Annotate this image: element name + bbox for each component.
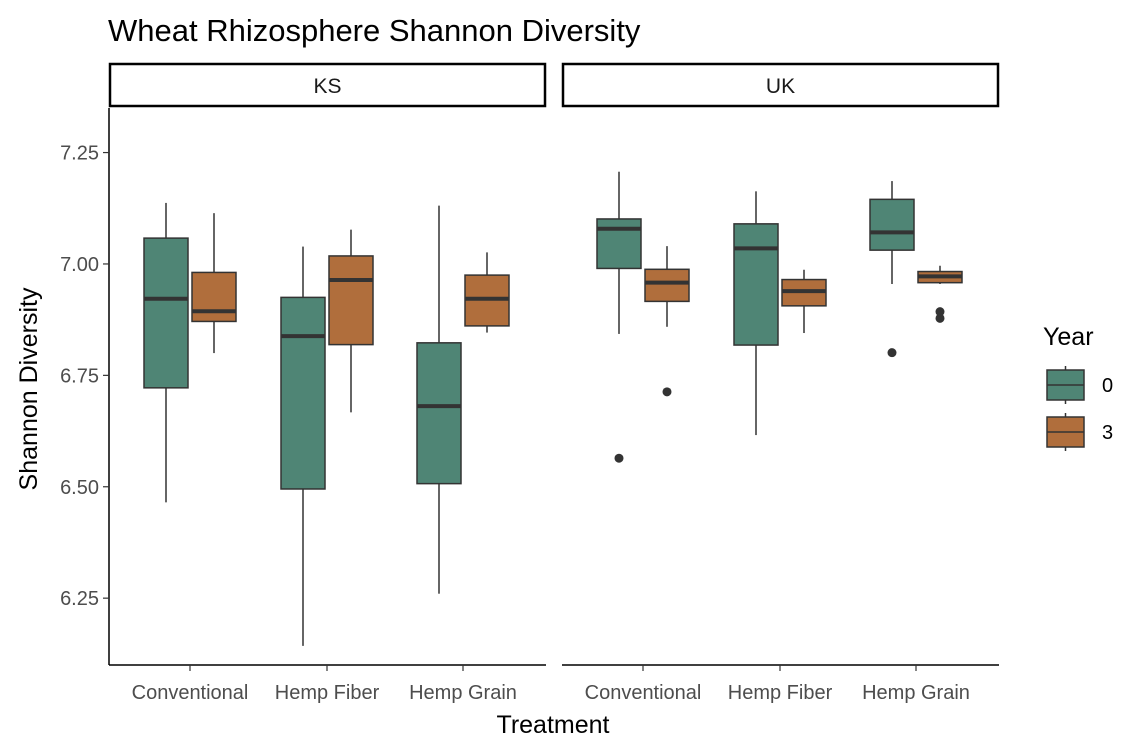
y-tick-label: 6.75 (60, 365, 99, 387)
box-uk-hemp-grain-year-0 (869, 181, 915, 358)
box-ks-hemp-grain-year-3 (464, 252, 510, 333)
legend: Year 0 3 (1043, 323, 1113, 451)
chart-title: Wheat Rhizosphere Shannon Diversity (108, 13, 641, 48)
outlier-point (662, 387, 672, 397)
outlier-point (935, 313, 945, 323)
box-ks-conventional-year-3 (191, 213, 237, 354)
outlier-point (614, 453, 624, 463)
box-uk-hemp-fiber-year-3 (781, 269, 827, 334)
facet-strip-ks (108, 62, 547, 108)
box-uk-conventional-year-3 (644, 246, 690, 397)
x-tick-label: Hemp Grain (409, 682, 517, 704)
outlier-point (935, 307, 945, 317)
box-iqr (644, 268, 690, 303)
x-tick-label: Hemp Fiber (728, 682, 833, 704)
facet-strip-uk (561, 62, 1000, 108)
box-ks-hemp-grain-year-0 (416, 205, 462, 594)
legend-title: Year (1043, 323, 1094, 351)
box-iqr (733, 223, 779, 346)
x-tick-label: Conventional (585, 682, 702, 704)
plot-area: KS UK 6.25 6.50 6.75 7.00 7.25 Conventional Hemp… (60, 62, 1000, 704)
box-uk-conventional-year-0 (596, 171, 642, 463)
box-uk-hemp-fiber-year-0 (733, 191, 779, 436)
box-uk-hemp-grain-year-3 (917, 265, 963, 323)
legend-key-0 (1046, 366, 1085, 404)
facet-label: KS (313, 75, 341, 98)
x-tick-label: Conventional (132, 682, 249, 704)
y-axis-title: Shannon Diversity (15, 287, 43, 490)
box-iqr (280, 296, 326, 490)
y-tick-label: 7.25 (60, 143, 99, 165)
outlier-point (887, 348, 897, 358)
x-tick-label: Hemp Grain (862, 682, 970, 704)
box-ks-hemp-fiber-year-0 (280, 246, 326, 646)
legend-label: 3 (1102, 422, 1113, 444)
box-iqr (143, 237, 189, 389)
x-tick-label: Hemp Fiber (275, 682, 380, 704)
legend-key-3 (1046, 413, 1085, 451)
x-axis-title: Treatment (496, 711, 609, 739)
box-ks-hemp-fiber-year-3 (328, 229, 374, 413)
y-tick-label: 7.00 (60, 254, 99, 276)
box-iqr (416, 342, 462, 485)
box-iqr (596, 218, 642, 270)
y-tick-label: 6.25 (60, 588, 99, 610)
box-iqr (191, 271, 237, 323)
box-ks-conventional-year-0 (143, 202, 189, 503)
box-iqr (328, 255, 374, 346)
facet-label: UK (766, 75, 795, 98)
box-iqr (869, 198, 915, 251)
legend-label: 0 (1102, 375, 1113, 397)
y-tick-label: 6.50 (60, 477, 99, 499)
